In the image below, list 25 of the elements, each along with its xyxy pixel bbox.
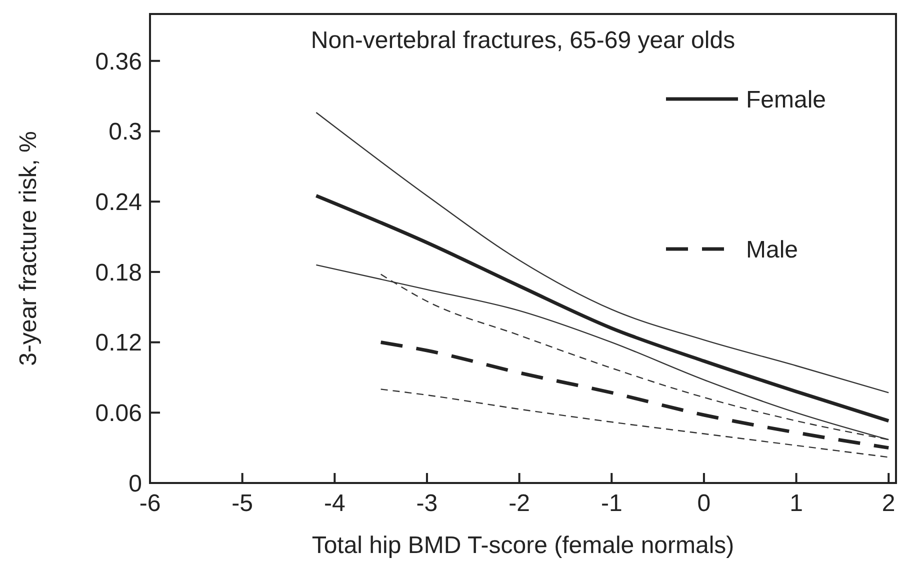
x-tick-label: -1 <box>600 490 622 517</box>
x-tick-label: 0 <box>697 490 711 517</box>
x-tick-label: -2 <box>508 490 530 517</box>
x-tick-label: 1 <box>790 490 803 517</box>
y-tick-label: 0.06 <box>95 400 142 428</box>
x-tick-label: -6 <box>139 490 161 517</box>
line-series <box>316 112 890 394</box>
y-tick-label: 0.36 <box>95 48 142 76</box>
y-axis-title: 3-year fracture risk, % <box>15 131 42 366</box>
legend-label: Male <box>746 236 798 264</box>
x-tick-label: 2 <box>882 490 896 517</box>
y-tick-label: 0.18 <box>95 259 142 286</box>
y-tick-label: 0.3 <box>108 118 142 146</box>
x-tick-label: -3 <box>416 490 438 517</box>
text: Non-vertebral fractures, 65-69 year olds <box>310 27 736 54</box>
legend-label: Female <box>746 86 826 114</box>
y-tick-label: 0.24 <box>95 189 142 216</box>
x-tick-label: -5 <box>232 490 253 517</box>
x-axis-title: Total hip BMD T-score (female normals) <box>312 532 734 559</box>
line-series <box>314 194 890 423</box>
line-series <box>379 340 890 450</box>
y-tick-label: 0.12 <box>95 330 142 357</box>
line-series <box>380 388 890 458</box>
x-tick-label: -4 <box>324 490 346 517</box>
y-tick-label: 0 <box>128 470 142 498</box>
